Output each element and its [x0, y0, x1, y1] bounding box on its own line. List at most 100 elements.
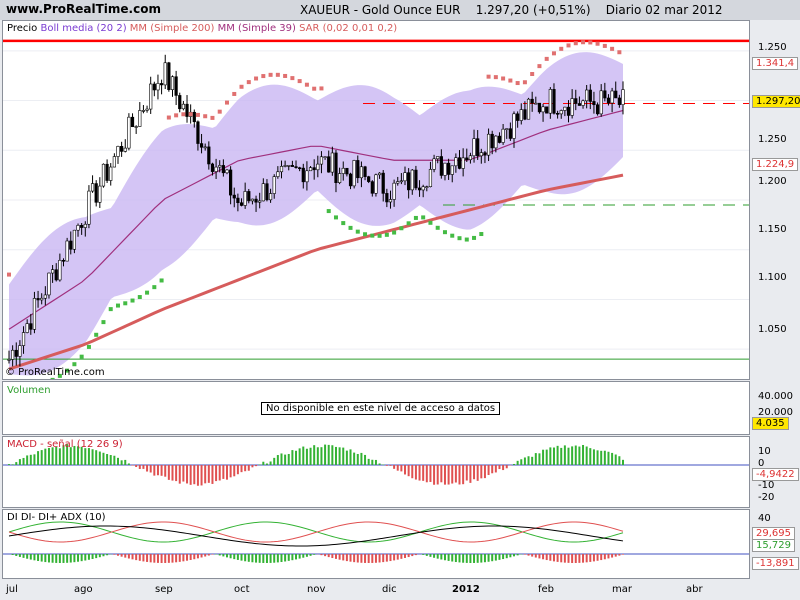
macd-bar: [225, 465, 228, 480]
sar-dot: [377, 233, 382, 238]
macd-bar: [240, 465, 243, 473]
adx-diff-bar: [47, 554, 50, 563]
macd-bar: [287, 453, 290, 465]
price-tick: 1.050: [758, 324, 787, 335]
macd-bar: [607, 451, 610, 465]
sar-dot: [130, 298, 135, 303]
sar-dot: [137, 295, 142, 300]
macd-bar: [218, 465, 221, 481]
candle-body: [43, 294, 47, 299]
candle-body: [556, 112, 560, 115]
macd-bar: [251, 465, 254, 468]
watermark: © ProRealTime.com: [5, 367, 105, 378]
x-label: ago: [74, 584, 93, 595]
macd-bar: [542, 449, 545, 465]
macd-bar: [124, 459, 127, 465]
candle-body: [396, 181, 400, 184]
candle-body: [519, 109, 523, 121]
sar-dot: [363, 232, 368, 237]
macd-bar: [614, 454, 617, 465]
adx-diff-bar: [87, 554, 90, 560]
adx-diff-bar: [473, 554, 476, 563]
candle-body: [577, 103, 582, 106]
candle-body: [370, 181, 374, 194]
adx-diff-bar: [291, 554, 294, 561]
candle-body: [11, 349, 15, 360]
adx-diff-bar: [164, 554, 167, 563]
sar-dot: [522, 80, 527, 85]
macd-bar: [262, 461, 265, 465]
adx-diff-bar: [295, 554, 298, 560]
candle-body: [196, 121, 200, 144]
adx-diff-bar: [44, 554, 47, 563]
volume-panel[interactable]: Volumen No disponible en este nivel de a…: [2, 381, 750, 435]
site-title[interactable]: www.ProRealTime.com: [6, 2, 161, 16]
macd-panel[interactable]: MACD - señal (12 26 9): [2, 436, 750, 508]
adx-diff-bar: [367, 554, 370, 563]
sar-dot: [261, 74, 266, 79]
candle-body: [465, 157, 469, 161]
macd-bar: [447, 465, 450, 485]
adx-diff-bar: [211, 554, 214, 555]
candle-body: [127, 116, 131, 149]
adx-diff-bar: [338, 554, 341, 560]
sar-dot: [472, 235, 477, 240]
candle-body: [101, 163, 106, 187]
candle-body: [199, 143, 204, 148]
macd-bar: [414, 465, 417, 480]
candle-body: [450, 165, 454, 175]
macd-bar: [40, 450, 43, 465]
sar-dot: [617, 50, 622, 55]
price-panel[interactable]: Precio Boll media (20 2) MM (Simple 200)…: [2, 20, 750, 380]
macd-bar: [37, 451, 40, 465]
candle-body: [392, 182, 396, 200]
sar-dot: [551, 51, 556, 56]
sar-dot: [370, 233, 375, 238]
candle-body: [47, 272, 51, 296]
adx-diff-bar: [127, 554, 130, 559]
candle-body: [98, 185, 102, 203]
candle-body: [265, 183, 269, 201]
sar-dot: [290, 76, 295, 81]
candle-body: [581, 100, 585, 106]
adx-diff-bar: [207, 554, 210, 556]
x-label: sep: [155, 584, 173, 595]
candle-body: [65, 240, 69, 262]
candle-body: [83, 223, 87, 228]
adx-diff-bar: [549, 554, 552, 561]
sar-dot: [283, 73, 288, 78]
adx-diff-bar: [149, 554, 152, 563]
candle-body: [534, 102, 538, 105]
macd-bar: [571, 446, 574, 465]
candle-body: [367, 176, 371, 182]
adx-diff-bar: [498, 554, 501, 560]
candle-body: [385, 193, 389, 203]
candle-body: [410, 169, 414, 191]
candle-body: [381, 172, 385, 194]
candle-body: [508, 128, 512, 139]
sar-dot: [7, 272, 11, 277]
sar-dot: [326, 209, 331, 214]
macd-bar: [73, 445, 76, 465]
sar-dot: [464, 237, 469, 242]
adx-diff-bar: [603, 554, 606, 560]
candle-body: [486, 133, 491, 156]
macd-bar: [549, 447, 552, 465]
sar-dot: [166, 115, 171, 120]
sar-dot: [515, 81, 520, 86]
candle-body: [421, 186, 425, 191]
candle-body: [298, 167, 302, 169]
adx-diff-bar: [171, 554, 174, 563]
instrument-title: XAUEUR - Gold Ounce EUR 1.297,20 (+0,51%…: [300, 3, 723, 17]
macd-bar: [516, 460, 519, 465]
adx-diff-bar: [404, 554, 407, 558]
candle-body: [243, 191, 247, 206]
adx-diff-bar: [531, 554, 534, 557]
adx-diff-bar: [538, 554, 541, 559]
candle-body: [563, 106, 567, 111]
macd-bar: [171, 465, 174, 481]
macd-bar: [229, 465, 232, 478]
adx-panel[interactable]: DI DI- DI+ ADX (10): [2, 509, 750, 579]
candle-body: [134, 126, 138, 128]
macd-bar: [178, 465, 181, 484]
